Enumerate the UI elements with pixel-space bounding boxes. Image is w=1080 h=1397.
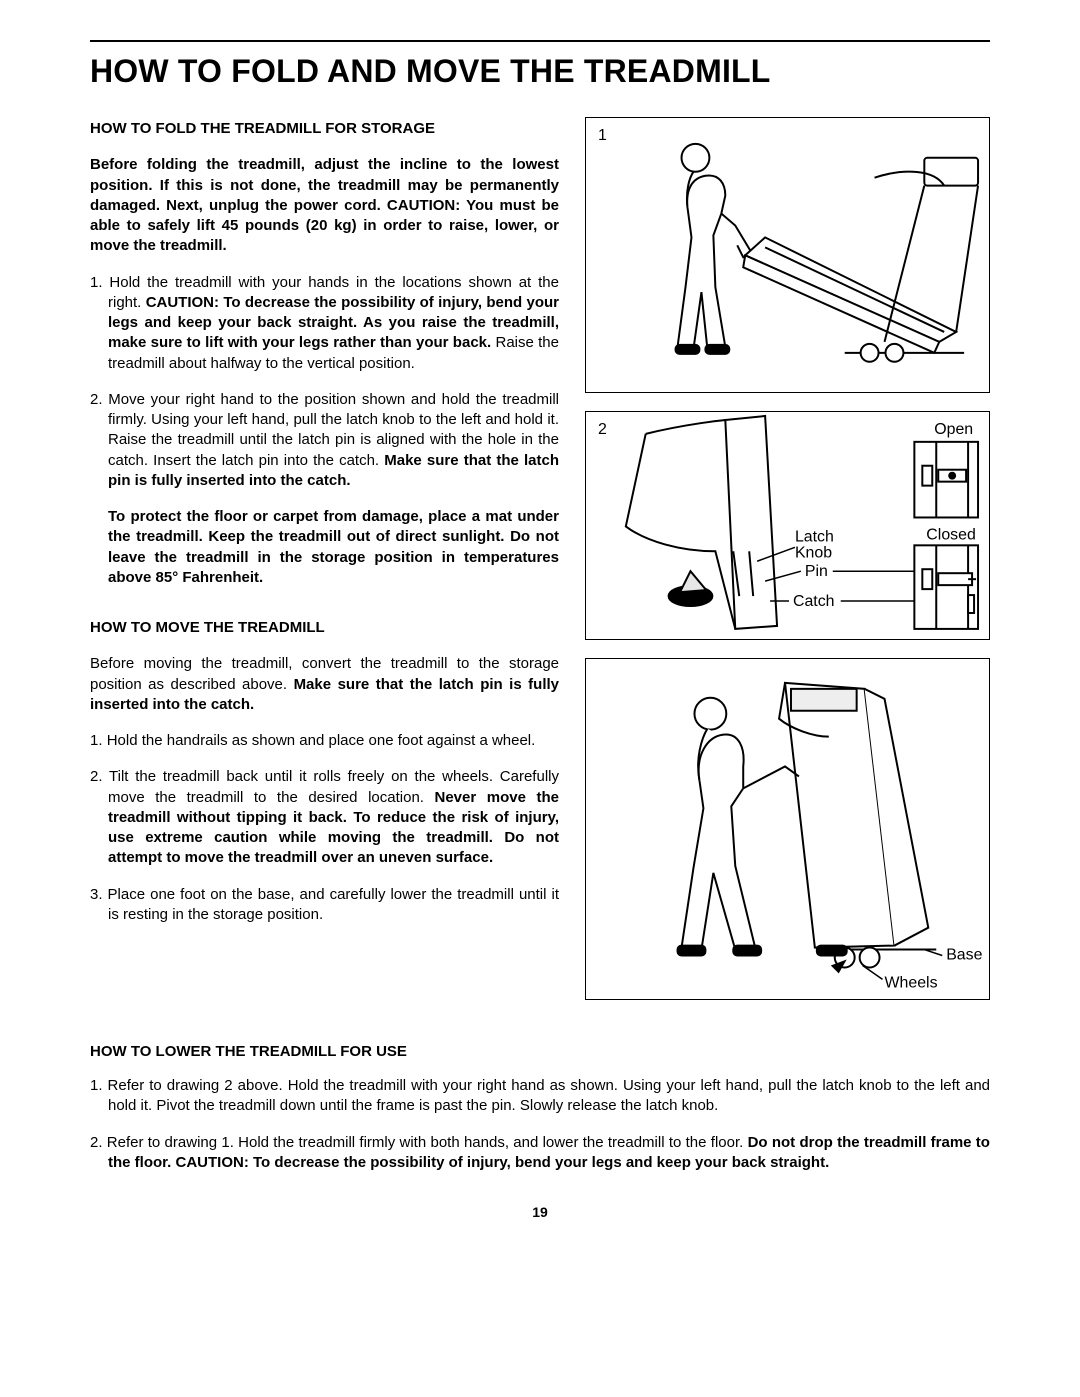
- figure-3-wheels-label: Wheels: [885, 974, 938, 991]
- move-step-3: 3. Place one foot on the base, and caref…: [90, 885, 559, 926]
- move-step-2: 2. Tilt the treadmill back until it roll…: [90, 767, 559, 868]
- move-step-1: 1. Hold the handrails as shown and place…: [90, 731, 559, 751]
- fold-intro: Before folding the treadmill, adjust the…: [90, 155, 559, 256]
- section-heading-lower: HOW TO LOWER THE TREADMILL FOR USE: [90, 1042, 990, 1062]
- move-step3-text: Place one foot on the base, and carefull…: [108, 886, 559, 923]
- figure-2-number: 2: [598, 421, 607, 438]
- move-step1-text: Hold the handrails as shown and place on…: [107, 732, 536, 749]
- lower-step-2: 2. Refer to drawing 1. Hold the treadmil…: [90, 1133, 990, 1174]
- fold-step-2: 2. Move your right hand to the position …: [90, 390, 559, 588]
- figure-1: 1: [585, 117, 990, 393]
- lower-step-1: 1. Refer to drawing 2 above. Hold the tr…: [90, 1076, 990, 1117]
- figure-2-pin-label: Pin: [805, 563, 828, 580]
- lower-step1-text: Refer to drawing 2 above. Hold the tread…: [108, 1077, 990, 1114]
- figure-2: 2 Open Closed LatchKno: [585, 411, 990, 640]
- horizontal-rule: [90, 40, 990, 42]
- fold-step2-warn: To protect the floor or carpet from dama…: [108, 507, 559, 588]
- figure-2-latchknob-label: LatchKnob: [795, 528, 834, 561]
- page-number: 19: [90, 1203, 990, 1222]
- figure-3-base-label: Base: [946, 946, 982, 963]
- section-heading-fold: HOW TO FOLD THE TREADMILL FOR STORAGE: [90, 119, 559, 139]
- figure-2-closed-label: Closed: [926, 526, 976, 543]
- page-title: HOW TO FOLD AND MOVE THE TREADMILL: [90, 50, 990, 93]
- figure-2-catch-label: Catch: [793, 593, 835, 610]
- figure-2-open-label: Open: [934, 421, 973, 438]
- fold-step-1: 1. Hold the treadmill with your hands in…: [90, 273, 559, 374]
- section-heading-move: HOW TO MOVE THE TREADMILL: [90, 618, 559, 638]
- figure-1-number: 1: [598, 127, 607, 144]
- figure-3: Base Wheels: [585, 658, 990, 1000]
- lower-step2-pre: Refer to drawing 1. Hold the treadmill f…: [107, 1134, 748, 1151]
- move-intro: Before moving the treadmill, convert the…: [90, 654, 559, 715]
